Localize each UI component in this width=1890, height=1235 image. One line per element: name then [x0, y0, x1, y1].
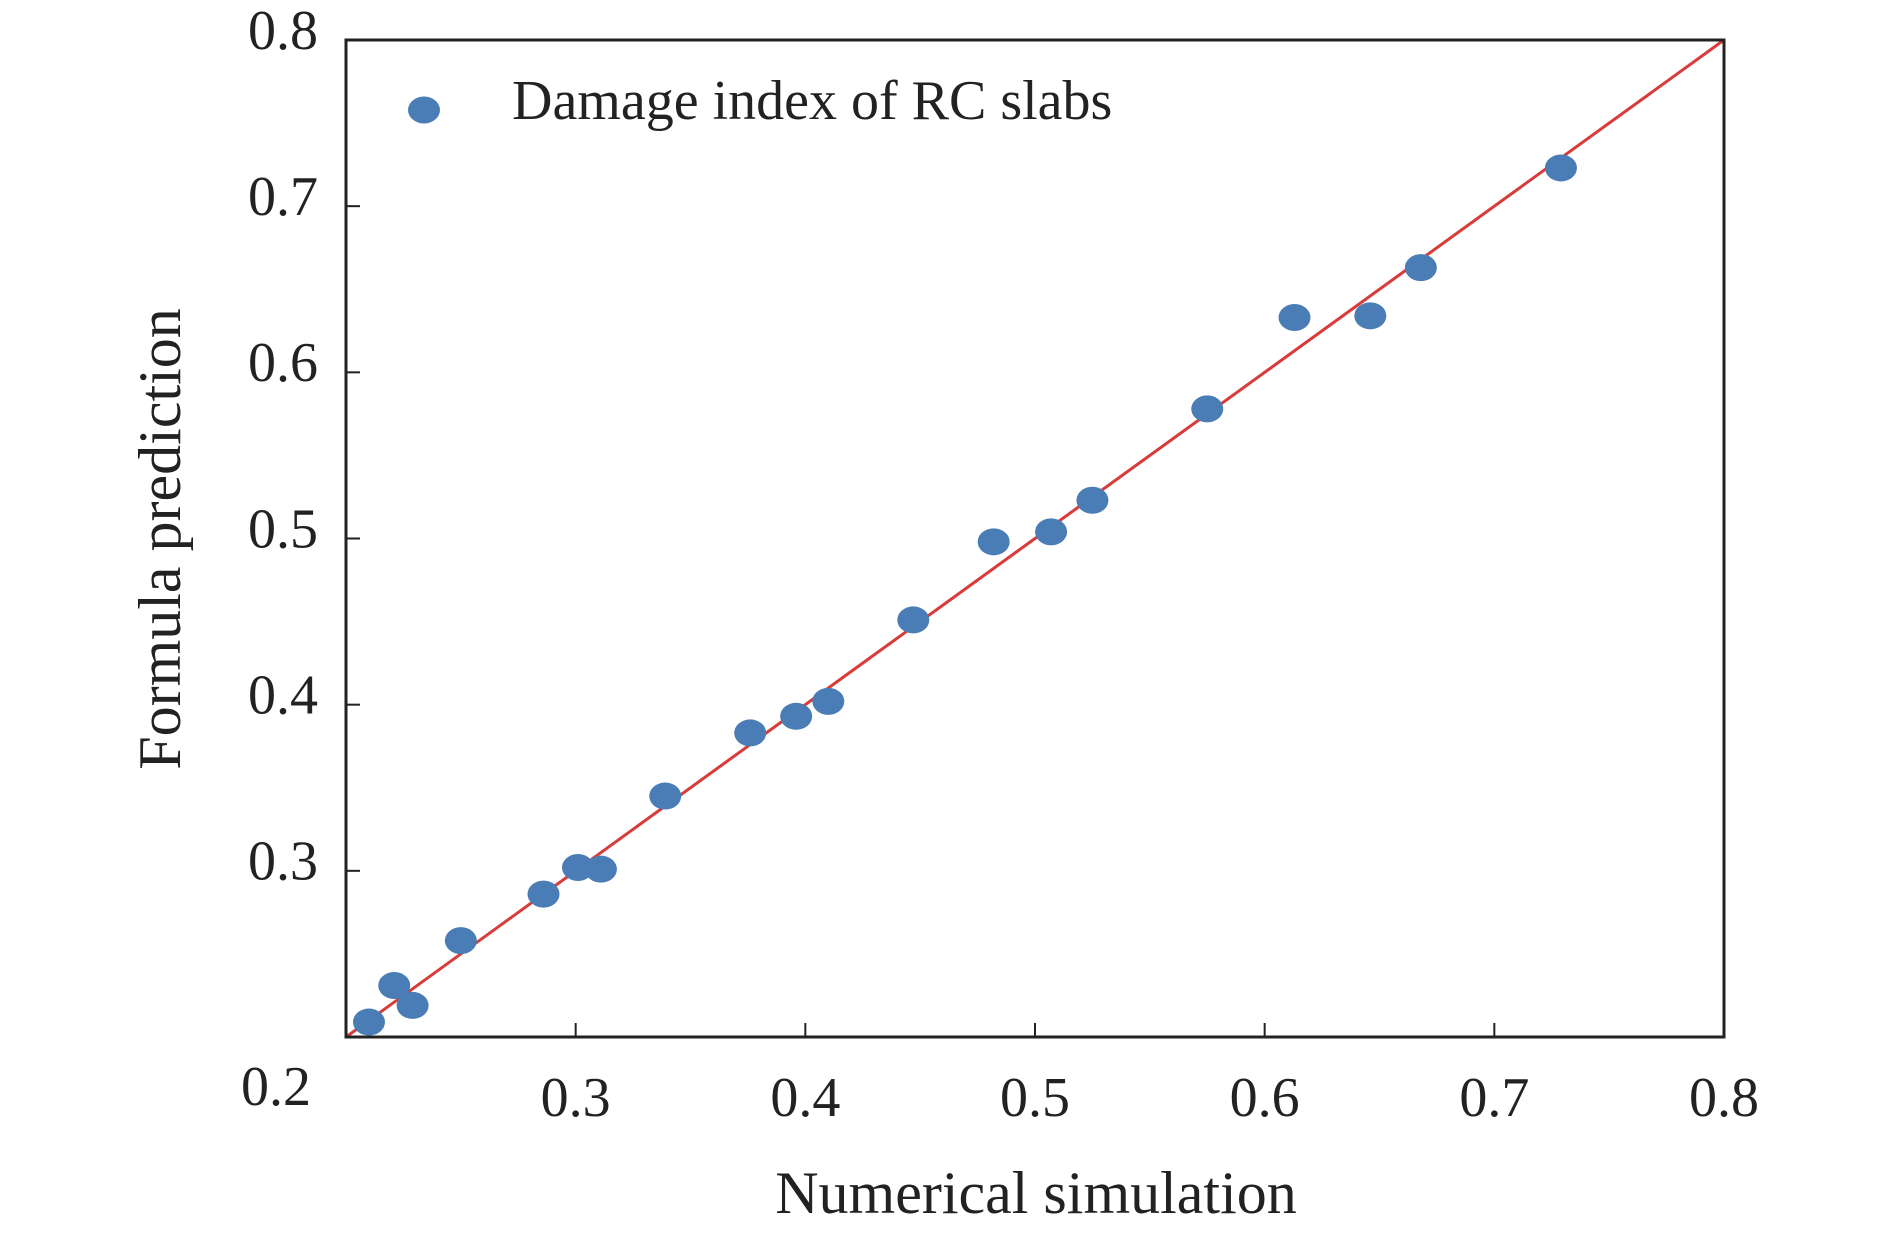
x-tick-label: 0.2 [241, 1056, 311, 1118]
y-tick-label: 0.5 [248, 498, 318, 560]
point [780, 702, 813, 730]
y-tick-label: 0.6 [248, 332, 318, 394]
point [977, 528, 1010, 556]
legend-label: Damage index of RC slabs [512, 70, 1112, 132]
y-tick-label: 0.4 [248, 665, 318, 727]
x-tick-label: 0.8 [1689, 1067, 1759, 1129]
point [584, 855, 617, 883]
point [396, 991, 429, 1019]
x-tick-label: 0.3 [541, 1067, 611, 1129]
point [1035, 518, 1068, 546]
point [1191, 395, 1224, 423]
y-tick-label: 0.8 [248, 0, 318, 62]
x-tick-label: 0.6 [1230, 1067, 1300, 1129]
y-tick-label: 0.3 [248, 831, 318, 893]
x-tick-label: 0.7 [1459, 1067, 1529, 1129]
point [1544, 154, 1577, 182]
plot-frame [344, 38, 1726, 1039]
point [378, 971, 411, 999]
point [527, 880, 560, 908]
x-tick-label: 0.4 [770, 1067, 840, 1129]
legend-marker [408, 96, 440, 124]
point [1354, 302, 1387, 330]
point [1076, 486, 1109, 514]
point [444, 927, 477, 955]
x-tick-label: 0.5 [1000, 1067, 1070, 1129]
point [1278, 303, 1311, 331]
y-tick-label: 0.7 [248, 166, 318, 228]
point [649, 782, 682, 810]
point [734, 719, 767, 747]
y-axis-label: Formula prediction [127, 308, 193, 770]
point [897, 606, 930, 634]
point [352, 1008, 385, 1036]
x-axis-label: Numerical simulation [775, 1160, 1297, 1226]
point [561, 854, 594, 882]
point [1404, 254, 1437, 282]
point [812, 687, 845, 715]
